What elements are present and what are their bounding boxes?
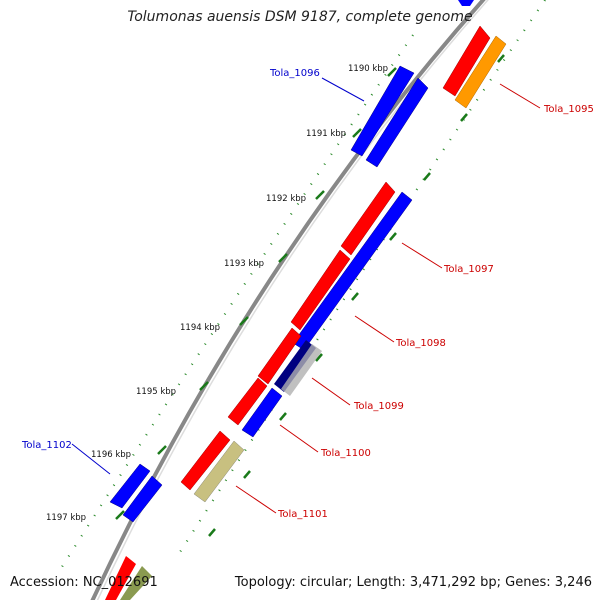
gene-tola-1102-a[interactable] [109,463,151,509]
gene-bottom-red[interactable] [105,556,136,600]
map-title: Tolumonas auensis DSM 9187, complete gen… [127,9,473,25]
tick-label-1191: 1191 kbp [306,129,346,139]
tick-marks [115,67,397,520]
gene-tola-1100[interactable] [227,377,268,426]
gene-tola-1095-orange[interactable] [454,35,507,109]
tick-label-1197: 1197 kbp [46,513,86,523]
gene-tola-1101[interactable] [180,430,231,491]
tick-label-1193: 1193 kbp [224,259,264,269]
label-tola-1096[interactable]: Tola_1096 [269,68,320,79]
gene-tola-1097[interactable] [340,181,396,256]
accession-text: Accession: NC_012691 [10,575,158,590]
leader-tola-1095 [499,83,541,109]
scale-ring-outer [59,34,414,571]
label-tola-1101[interactable]: Tola_1101 [277,509,328,520]
gene-tola-1098[interactable] [290,249,351,331]
gene-tola-1102-b[interactable] [122,475,163,523]
gene-top-reverse[interactable] [458,0,474,6]
gene-tola-1096-b[interactable] [365,77,429,168]
leader-tola-1100 [279,424,319,453]
gene-bottom-khaki[interactable] [120,566,152,600]
gene-tola-1101-khaki[interactable] [193,440,245,503]
tick-label-1195: 1195 kbp [136,387,176,397]
genome-backbone-highlight [96,0,489,600]
gene-tola-1099[interactable] [257,327,302,385]
label-tola-1100[interactable]: Tola_1100 [320,448,371,459]
tick-label-1194: 1194 kbp [180,323,220,333]
leader-tola-1096 [321,77,365,102]
label-tola-1097[interactable]: Tola_1097 [443,264,494,275]
label-tola-1102[interactable]: Tola_1102 [21,440,72,451]
label-tola-1098[interactable]: Tola_1098 [395,338,446,349]
summary-text: Topology: circular; Length: 3,471,292 bp… [234,575,592,590]
gene-tola-1095[interactable] [442,25,491,97]
forward-genes [105,25,507,600]
leader-tola-1099 [311,377,351,406]
gene-tola-1100-blue[interactable] [241,387,283,438]
leader-tola-1097 [401,242,443,269]
leader-tola-1101 [235,485,277,514]
scale-ring-inner [174,0,546,561]
leader-tola-1102 [71,443,111,475]
gene-tola-1098-blue[interactable] [292,191,413,351]
label-tola-1099[interactable]: Tola_1099 [353,401,404,412]
leader-tola-1098 [354,315,395,343]
gene-tola-1096-a[interactable] [350,65,415,157]
inner-tick-marks [208,54,505,537]
tick-label-1192: 1192 kbp [266,194,306,204]
gene-tola-1099-navy[interactable] [274,340,316,392]
tick-label-1196: 1196 kbp [91,450,131,460]
gene-tola-1099-grey[interactable] [281,344,322,396]
reverse-genes [109,0,474,523]
tick-label-1190: 1190 kbp [348,64,388,74]
label-tola-1095[interactable]: Tola_1095 [543,104,594,115]
